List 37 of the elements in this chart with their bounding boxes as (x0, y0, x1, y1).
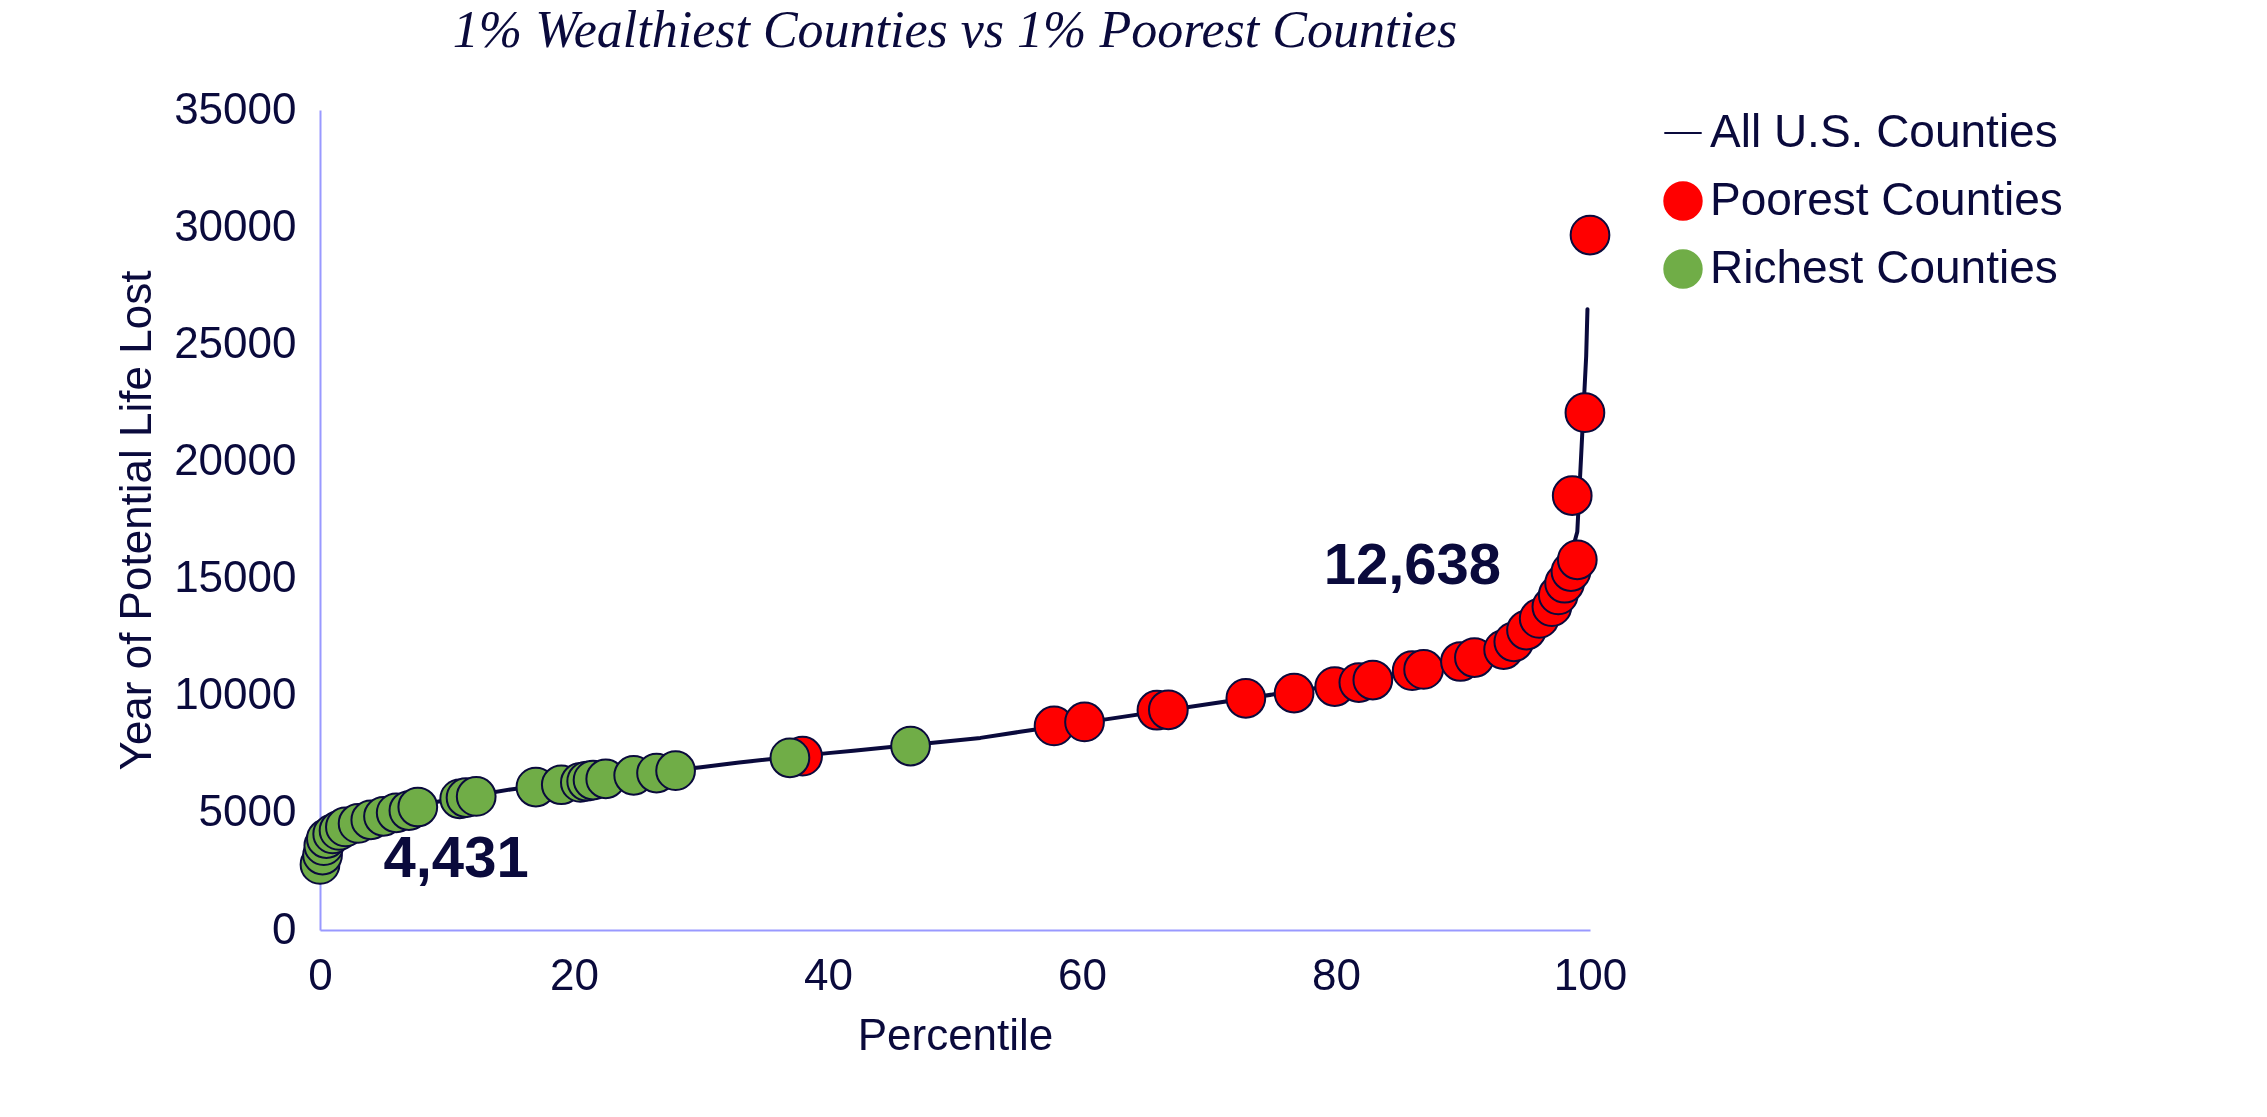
x-tick-label: 0 (308, 949, 333, 999)
legend-label: Poorest Counties (1710, 173, 2063, 225)
point (1225, 677, 1267, 719)
x-tick-label: 60 (1058, 949, 1107, 999)
y-tick-label: 30000 (174, 200, 297, 250)
point (1551, 475, 1593, 516)
point (1564, 392, 1606, 434)
y-tick-label: 0 (272, 903, 297, 953)
y-axis-title: Year of Potential Life Lost (111, 270, 161, 771)
y-tick-label: 5000 (198, 786, 297, 836)
chart-title: 1% Wealthiest Counties vs 1% Poorest Counties (452, 1, 1458, 58)
point (890, 725, 931, 767)
point (1352, 659, 1394, 701)
x-tick-label: 20 (550, 949, 599, 999)
x-tick-label: 100 (1553, 949, 1628, 999)
point (397, 786, 439, 828)
point (769, 737, 811, 779)
point (1147, 689, 1189, 731)
point (1403, 649, 1444, 690)
legend-label: All U.S. Counties (1710, 105, 2058, 157)
legend-label: Richest Counties (1710, 241, 2058, 293)
point (655, 750, 696, 792)
y-tick-label: 20000 (174, 434, 297, 484)
y-tick-label: 15000 (174, 552, 297, 602)
y-tick-label: 10000 (174, 669, 297, 719)
point (1273, 672, 1315, 714)
annotation: 4,431 (383, 823, 529, 889)
y-tick-label: 35000 (174, 83, 297, 133)
x-axis-title: Percentile (857, 1009, 1054, 1059)
y-tick-label: 25000 (174, 317, 297, 367)
annotation: 12,638 (1323, 530, 1502, 596)
point (1556, 539, 1598, 581)
point (455, 776, 497, 817)
x-tick-label: 40 (804, 949, 853, 999)
point (1064, 701, 1105, 743)
x-tick-label: 80 (1312, 949, 1361, 999)
point (1569, 214, 1611, 256)
